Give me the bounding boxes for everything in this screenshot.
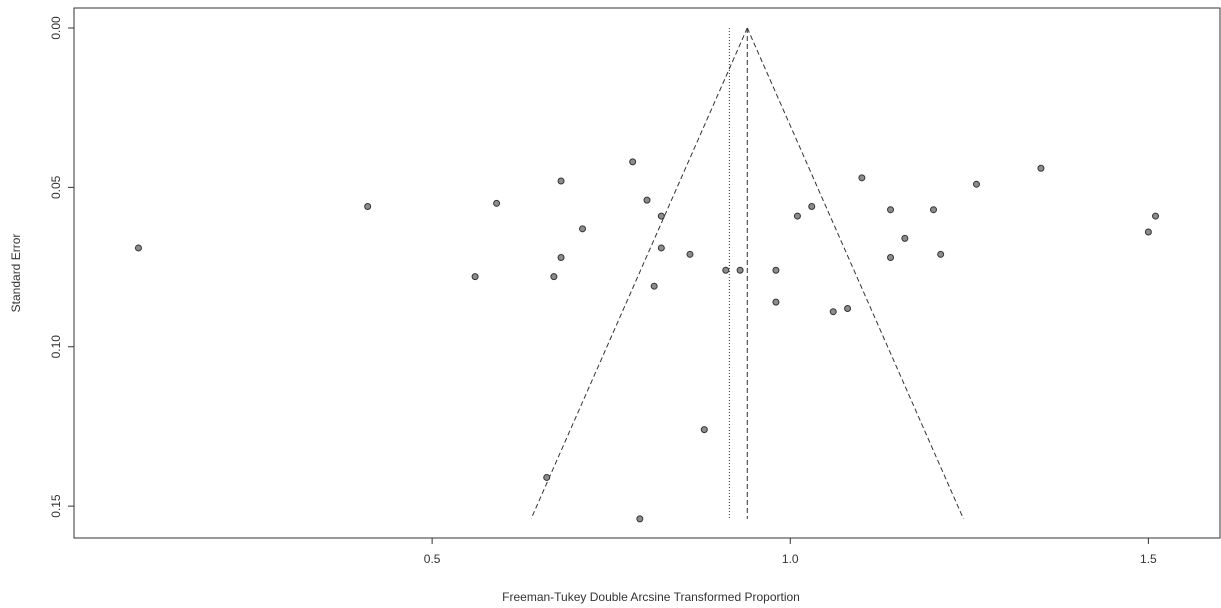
study-point (829, 308, 837, 316)
y-tick-label: 0.15 (49, 494, 63, 518)
funnel-left-limit (530, 27, 748, 520)
study-point (629, 158, 637, 166)
study-point (643, 196, 651, 204)
x-axis: 0.5 1.0 1.5 (424, 538, 1157, 566)
study-point (858, 174, 866, 182)
study-point (736, 266, 744, 274)
study-point (930, 206, 937, 214)
y-tick-label: 0.05 (49, 175, 63, 199)
study-point (636, 515, 644, 523)
x-axis-label: Freeman-Tukey Double Arcsine Transformed… (502, 590, 800, 604)
y-tick-label: 0.00 (49, 16, 63, 40)
study-point (972, 180, 980, 188)
study-point (844, 305, 852, 312)
study-point (557, 177, 565, 185)
study-point (657, 212, 665, 220)
study-point (887, 254, 895, 261)
study-point (657, 244, 665, 252)
study-point (471, 273, 479, 281)
plot-frame (73, 7, 1221, 539)
x-tick-label: 1.5 (1140, 552, 1157, 566)
study-point (1037, 164, 1045, 172)
study-point (686, 250, 694, 258)
study-point (579, 225, 587, 233)
x-tick-label: 1.0 (782, 552, 799, 566)
study-point (937, 250, 945, 258)
study-point (650, 282, 658, 290)
study-point (543, 473, 551, 481)
study-point (808, 203, 816, 210)
data-points (134, 158, 1160, 523)
funnel-right-limit (746, 27, 964, 520)
study-point (772, 266, 780, 274)
x-tick-label: 0.5 (424, 552, 441, 566)
y-tick-label: 0.10 (49, 335, 63, 359)
y-axis: 0.00 0.05 0.10 0.15 (49, 16, 74, 518)
study-point (887, 206, 895, 214)
study-point (722, 266, 730, 274)
study-point (364, 203, 372, 210)
study-point (793, 212, 801, 220)
study-point (1152, 212, 1160, 220)
study-point (772, 298, 780, 306)
study-point (493, 199, 501, 207)
study-point (557, 254, 565, 261)
study-point (134, 244, 142, 252)
y-axis-label: Standard Error (9, 234, 23, 313)
study-point (550, 273, 558, 281)
study-point (1144, 228, 1152, 236)
funnel-lines (530, 27, 964, 520)
study-point (901, 234, 909, 242)
study-point (700, 426, 708, 434)
